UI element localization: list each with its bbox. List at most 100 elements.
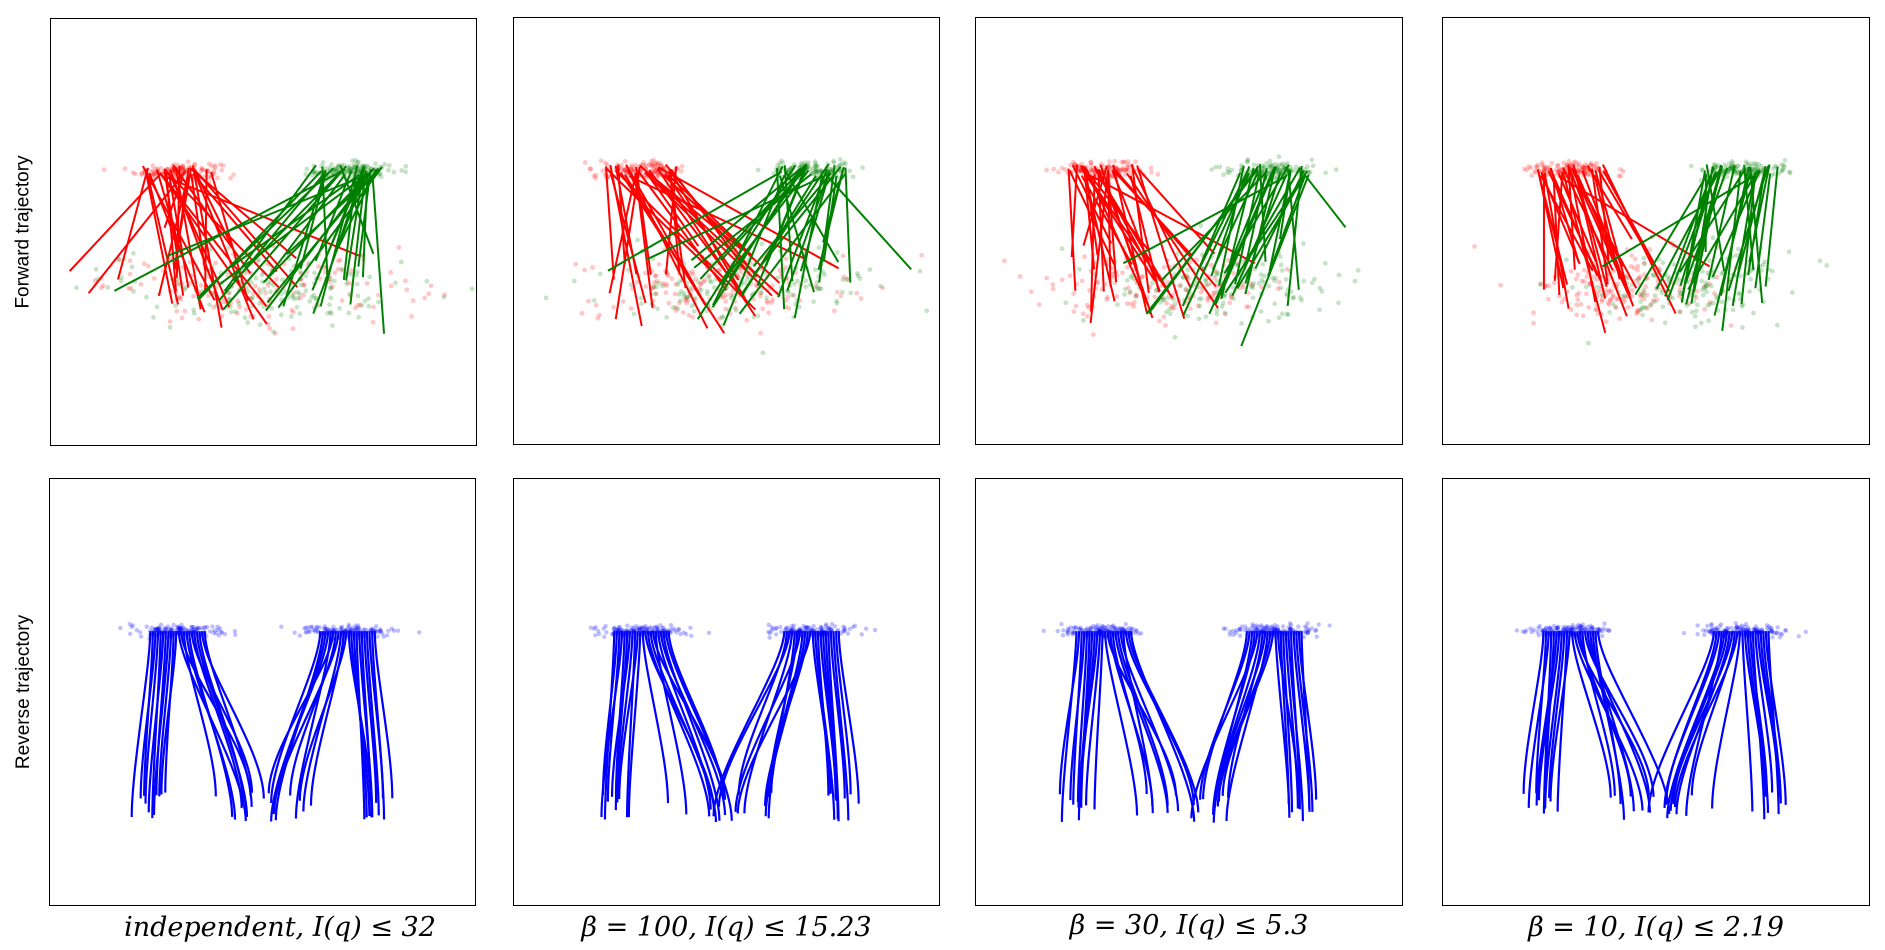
sample-point: [604, 630, 609, 635]
sample-point: [1769, 626, 1774, 631]
sample-point: [1152, 294, 1157, 300]
sample-point: [818, 624, 824, 630]
sample-point: [1783, 628, 1788, 633]
sample-point: [1280, 161, 1286, 167]
sample-point: [1644, 292, 1650, 298]
sample-point: [1711, 291, 1717, 296]
sample-point: [1267, 158, 1273, 164]
sample-point: [779, 158, 784, 164]
sample-point: [1264, 624, 1269, 629]
sample-point: [1640, 304, 1646, 310]
sample-point: [1073, 625, 1079, 630]
sample-point: [1581, 279, 1587, 284]
sample-point: [213, 631, 219, 636]
sample-point: [602, 634, 607, 640]
sample-point: [1582, 625, 1588, 631]
sample-point: [619, 162, 624, 168]
sample-point: [917, 268, 923, 274]
sample-point: [1729, 625, 1734, 631]
sample-point: [1106, 164, 1112, 169]
sample-point: [1556, 170, 1562, 175]
sample-point: [1316, 622, 1321, 627]
sample-point: [1205, 295, 1211, 301]
sample-point: [811, 299, 816, 305]
reverse-trajectory-curve: [1669, 631, 1734, 811]
sample-point: [582, 160, 588, 165]
sample-point: [201, 167, 207, 173]
sample-point: [1223, 311, 1228, 317]
sample-point: [1088, 626, 1094, 631]
sample-point: [347, 165, 352, 171]
trajectory-line: [1655, 169, 1721, 290]
sample-point: [1249, 625, 1254, 631]
sample-point: [679, 163, 685, 169]
reverse-trajectory-curve: [1690, 631, 1736, 796]
reverse-trajectory-curve: [309, 631, 345, 806]
reverse-trajectory-curve: [1119, 631, 1180, 812]
trajectory-line: [1549, 167, 1580, 264]
sample-point: [639, 625, 644, 631]
sample-point: [654, 162, 660, 167]
sample-point: [328, 627, 333, 633]
sample-point: [1714, 627, 1719, 632]
sample-point: [1044, 167, 1049, 173]
sample-point: [760, 306, 766, 312]
sample-point: [388, 270, 393, 275]
sample-point: [137, 630, 143, 635]
sample-point: [1155, 171, 1161, 177]
sample-point: [1778, 631, 1783, 636]
sample-point: [1260, 261, 1266, 267]
sample-point: [1117, 627, 1122, 632]
sample-point: [202, 625, 207, 631]
sample-point: [1762, 259, 1768, 265]
sample-point: [179, 315, 185, 321]
sample-point: [306, 628, 312, 633]
sample-point: [660, 626, 665, 631]
sample-point: [274, 276, 279, 282]
sample-point: [1288, 626, 1293, 632]
sample-point: [1088, 163, 1094, 168]
sample-point: [652, 160, 658, 166]
sample-point: [392, 280, 398, 286]
sample-point: [840, 253, 846, 259]
sample-point: [154, 304, 160, 310]
sample-point: [655, 162, 661, 168]
sample-point: [643, 627, 649, 632]
sample-point: [604, 162, 610, 168]
sample-point: [346, 624, 352, 629]
sample-point: [1733, 626, 1738, 631]
sample-point: [1131, 303, 1137, 309]
sample-point: [211, 304, 217, 310]
sample-point: [1565, 627, 1570, 632]
sample-point: [1291, 294, 1297, 300]
sample-point: [1636, 275, 1642, 281]
sample-point: [322, 624, 327, 629]
sample-point: [1621, 296, 1627, 302]
sample-point: [841, 624, 846, 629]
sample-point: [289, 307, 295, 313]
sample-point: [424, 278, 430, 284]
reverse-trajectory-curve: [627, 631, 642, 818]
sample-point: [633, 162, 638, 168]
sample-point: [684, 294, 690, 300]
sample-point: [859, 632, 864, 637]
sample-point: [191, 293, 196, 299]
sample-point: [1196, 296, 1202, 302]
sample-point: [152, 170, 158, 176]
trajectory-line: [844, 167, 852, 283]
trajectory-line: [1067, 168, 1077, 291]
sample-point: [149, 169, 155, 175]
sample-point: [1608, 297, 1614, 303]
sample-point: [272, 331, 278, 336]
sample-point: [1305, 621, 1310, 626]
sample-point: [1243, 624, 1248, 629]
sample-point: [611, 304, 616, 310]
sample-point: [118, 625, 123, 631]
sample-point: [1103, 625, 1108, 631]
sample-point: [651, 157, 657, 163]
sample-point: [622, 167, 628, 173]
sample-point: [1583, 284, 1589, 290]
sample-point: [369, 627, 374, 633]
sample-point: [631, 166, 637, 172]
sample-point: [127, 621, 132, 627]
